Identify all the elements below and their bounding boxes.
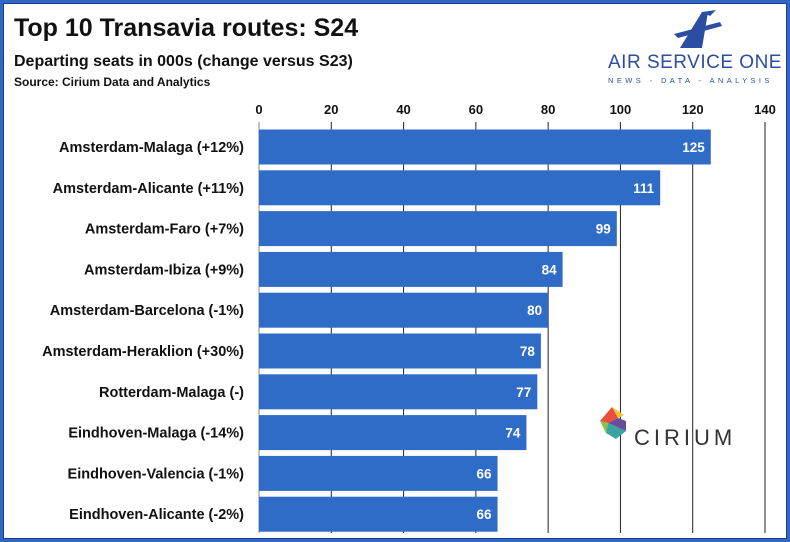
bar — [259, 251, 563, 287]
data-label: 84 — [542, 262, 558, 277]
bar — [259, 415, 527, 451]
bar — [259, 333, 541, 369]
category-label: Amsterdam-Ibiza (+9%) — [84, 262, 244, 278]
data-label: 77 — [516, 385, 531, 400]
data-label: 66 — [477, 507, 493, 522]
category-label: Eindhoven-Alicante (-2%) — [69, 507, 244, 523]
bar — [259, 496, 498, 532]
bar — [259, 211, 617, 247]
bar — [259, 455, 498, 491]
x-tick-label: 80 — [541, 102, 555, 117]
cirium-name: CIRIUM — [634, 425, 737, 450]
bar — [259, 129, 711, 165]
data-label: 66 — [477, 466, 493, 481]
x-tick-label: 100 — [610, 102, 632, 117]
data-label: 74 — [505, 426, 521, 441]
source-note: Source: Cirium Data and Analytics — [14, 75, 211, 89]
chart-frame: Top 10 Transavia routes: S24 Departing s… — [3, 3, 787, 539]
data-label: 99 — [596, 222, 611, 237]
category-label: Eindhoven-Valencia (-1%) — [68, 466, 245, 482]
bar — [259, 292, 549, 328]
x-tick-label: 140 — [754, 102, 776, 117]
category-label: Amsterdam-Faro (+7%) — [85, 222, 244, 238]
x-tick-label: 0 — [255, 102, 262, 117]
airplane-a-logo-icon — [674, 10, 722, 48]
cirium-logo-icon — [600, 407, 626, 439]
brand-tagline: NEWS - DATA - ANALYSIS — [608, 76, 773, 85]
bar-chart: 0 20 40 60 80 100 120 140 Amsterdam-Malaga (+12%… — [42, 102, 776, 533]
data-label: 78 — [520, 344, 536, 359]
category-label: Eindhoven-Malaga (-14%) — [68, 426, 244, 442]
chart-title: Top 10 Transavia routes: S24 — [14, 14, 359, 42]
x-tick-label: 60 — [469, 102, 483, 117]
x-tick-label: 120 — [682, 102, 704, 117]
data-label: 125 — [682, 140, 705, 155]
category-label: Amsterdam-Heraklion (+30%) — [42, 344, 244, 360]
category-label: Rotterdam-Malaga (-) — [99, 385, 244, 401]
air-service-one-logo: AIR SERVICE ONE NEWS - DATA - ANALYSIS — [604, 8, 784, 86]
data-label: 80 — [527, 303, 542, 318]
category-label: Amsterdam-Alicante (+11%) — [53, 181, 245, 197]
category-label: Amsterdam-Barcelona (-1%) — [50, 303, 244, 319]
x-tick-label: 40 — [396, 102, 410, 117]
chart-subtitle: Departing seats in 000s (change versus S… — [14, 53, 353, 70]
x-tick-label: 20 — [324, 102, 338, 117]
bar — [259, 374, 538, 410]
bar — [259, 170, 661, 206]
category-label: Amsterdam-Malaga (+12%) — [59, 140, 244, 156]
cirium-logo: CIRIUM — [596, 403, 746, 450]
data-label: 111 — [633, 181, 655, 196]
brand-name: AIR SERVICE ONE — [608, 52, 782, 73]
